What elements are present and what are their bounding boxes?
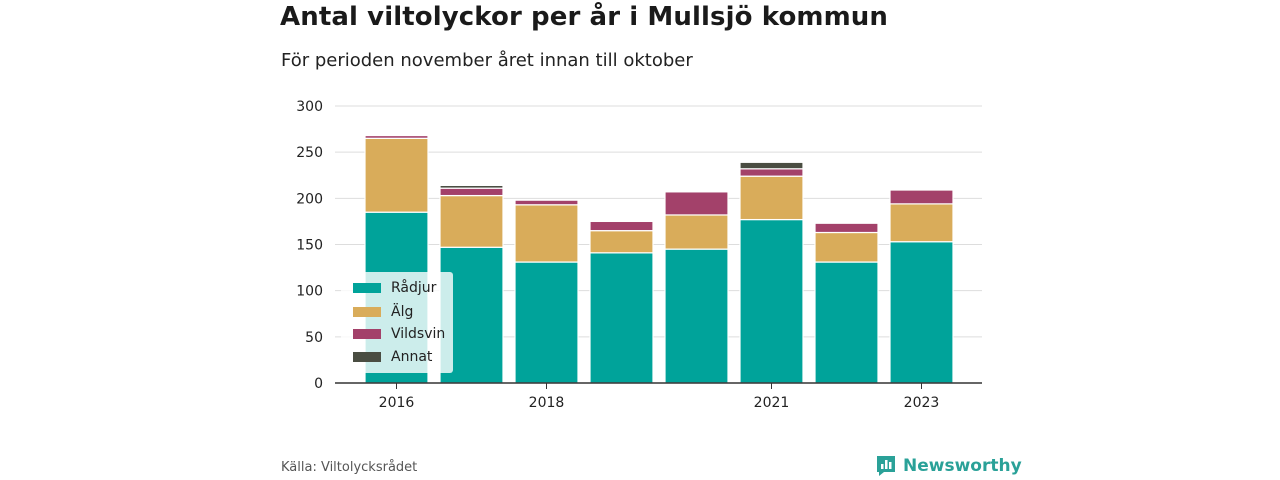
legend-item-annat: Annat [353,347,432,367]
bar-segment-vildsvin-2016 [364,134,429,139]
y-tick-label: 300 [296,99,323,115]
bar-segment-rådjur-2018 [514,261,579,384]
chart-subtitle: För perioden november året innan till ok… [281,50,693,71]
bar-segment-rådjur-2019 [589,252,654,384]
legend-swatch-radjur [353,283,381,293]
bar-segment-älg-2019 [589,230,654,254]
bar-segment-rådjur-2022 [814,261,879,384]
legend-swatch-alg [353,307,381,317]
y-tick-label: 100 [296,284,323,300]
y-tick-label: 50 [305,330,323,346]
y-tick-label: 200 [296,191,323,207]
bar-segment-annat-2017 [439,184,504,189]
legend-item-vildsvin: Vildsvin [353,324,445,344]
bar-segment-rådjur-2023 [889,241,954,384]
x-tick-label: 2021 [754,395,790,411]
newsworthy-logo-icon [877,456,895,476]
chart-legend: Rådjur Älg Vildsvin Annat [341,272,453,373]
bar-segment-vildsvin-2022 [814,222,879,234]
bar-segment-älg-2022 [814,231,879,263]
bar-segment-vildsvin-2018 [514,199,579,206]
x-tick-label: 2023 [904,395,940,411]
y-tick-label: 0 [314,376,323,392]
bar-segment-älg-2021 [739,175,804,221]
legend-swatch-vildsvin [353,329,381,339]
y-tick-label: 150 [296,238,323,254]
brand-name: Newsworthy [903,456,1022,476]
legend-swatch-annat [353,352,381,362]
x-tick-label: 2016 [379,395,415,411]
bar-segment-älg-2016 [364,137,429,213]
bar-segment-rådjur-2021 [739,218,804,384]
bar-segment-älg-2020 [664,214,729,250]
bar-segment-älg-2023 [889,203,954,243]
bar-segment-vildsvin-2019 [589,220,654,232]
bar-segment-vildsvin-2020 [664,191,729,216]
bar-segment-älg-2018 [514,204,579,263]
bar-segment-älg-2017 [439,194,504,248]
legend-label-radjur: Rådjur [391,280,437,296]
legend-item-radjur: Rådjur [353,278,436,298]
legend-label-annat: Annat [391,349,433,365]
legend-item-alg: Älg [353,302,413,322]
bar-segment-vildsvin-2023 [889,189,954,205]
bar-segment-annat-2021 [739,161,804,170]
source-note: Källa: Viltolycksrådet [281,460,418,475]
bar-segment-vildsvin-2017 [439,187,504,197]
chart-title: Antal viltolyckor per år i Mullsjö kommu… [280,2,889,32]
y-tick-label: 250 [296,145,323,161]
brand-logo: Newsworthy [875,454,1022,478]
legend-label-vildsvin: Vildsvin [391,326,446,342]
legend-label-alg: Älg [391,304,414,320]
bar-segment-rådjur-2020 [664,248,729,384]
bar-segment-vildsvin-2021 [739,168,804,177]
x-tick-label: 2018 [529,395,565,411]
